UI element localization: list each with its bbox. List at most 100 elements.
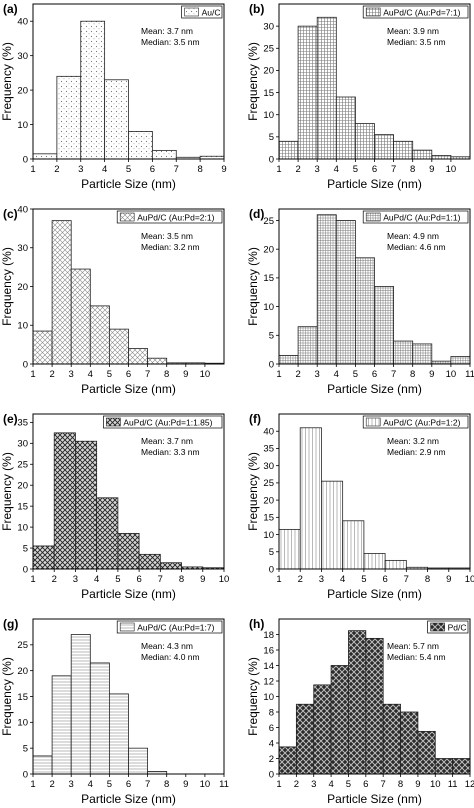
- histogram-bar: [32, 153, 58, 160]
- legend-swatch: [430, 622, 445, 632]
- x-axis-title: Particle Size (nm): [327, 382, 422, 396]
- x-tick-label: 6: [363, 779, 368, 790]
- mean-text: Mean: 4.3 nm: [141, 641, 193, 651]
- chart-panel: 1 2 3 4 5 6 7 8 9 10 11 0 5 10 15 20 25 Particle Size (nm…: [246, 207, 474, 396]
- panel-label: (d): [249, 207, 264, 221]
- x-tick-label: 7: [391, 164, 396, 175]
- x-tick-label: 5: [115, 574, 120, 585]
- histogram-bar: [393, 140, 414, 160]
- histogram-bar: [365, 637, 384, 775]
- y-tick-label: 0: [269, 769, 274, 780]
- x-tick-label: 11: [465, 369, 474, 380]
- legend: Au/C: [181, 5, 223, 19]
- y-tick-label: 15: [263, 88, 274, 99]
- x-tick-label: 9: [200, 574, 205, 585]
- y-tick-label: 10: [263, 692, 274, 703]
- median-text: Median: 3.5 nm: [141, 37, 200, 47]
- histogram-bar: [109, 328, 129, 365]
- y-tick-label: 15: [17, 692, 28, 703]
- x-tick-label: 2: [295, 369, 300, 380]
- x-tick-label: 10: [465, 574, 474, 585]
- y-tick-label: 20: [263, 244, 274, 255]
- panel-label: (a): [3, 2, 18, 16]
- mean-text: Mean: 3.7 nm: [141, 436, 193, 446]
- y-tick-label: 40: [17, 204, 28, 215]
- mean-text: Mean: 5.7 nm: [387, 641, 439, 651]
- y-tick-label: 5: [269, 331, 274, 342]
- legend-label: AuPd/C (Au:Pd=1:7): [137, 623, 214, 633]
- x-tick-label: 10: [200, 779, 211, 790]
- legend: AuPd/C (Au:Pd=1:1.85): [103, 415, 223, 429]
- panel-label: (b): [249, 2, 264, 16]
- legend-frame: [103, 415, 223, 429]
- x-tick-label: 5: [361, 574, 366, 585]
- y-tick-label: 0: [269, 154, 274, 165]
- median-text: Median: 4.0 nm: [141, 652, 200, 662]
- y-tick-label: 30: [17, 439, 28, 450]
- histogram-bar: [330, 665, 349, 775]
- y-tick-label: 40: [263, 427, 274, 438]
- histogram-bar: [382, 703, 401, 775]
- y-tick-label: 8: [269, 707, 274, 718]
- chart-panel: 1 2 3 4 5 6 7 8 9 10 0 10 20 30 40 Particle Size (nm) Fr…: [0, 204, 225, 396]
- x-tick-label: 3: [69, 779, 74, 790]
- x-tick-label: 10: [219, 574, 230, 585]
- median-text: Median: 4.6 nm: [387, 242, 446, 252]
- histogram-bar: [109, 693, 129, 775]
- y-tick-label: 5: [269, 132, 274, 143]
- x-tick-label: 3: [311, 779, 316, 790]
- y-tick-label: 20: [263, 495, 274, 506]
- x-tick-label: 9: [429, 369, 434, 380]
- chart-panel: 1 2 3 4 5 6 7 8 9 0 10 20 30 40 Particle Size (nm) Freq…: [0, 2, 227, 191]
- x-tick-label: 7: [404, 574, 409, 585]
- median-text: Median: 5.4 nm: [387, 652, 446, 662]
- x-tick-label: 7: [391, 369, 396, 380]
- x-tick-label: 6: [382, 574, 387, 585]
- panel-label: (e): [3, 412, 18, 426]
- plot-frame: [32, 413, 225, 570]
- y-tick-label: 10: [263, 110, 274, 121]
- legend: AuPd/C (Au:Pd=1:2): [362, 415, 469, 429]
- y-tick-label: 35: [263, 444, 274, 455]
- x-axis-title: Particle Size (nm): [81, 177, 176, 191]
- y-axis-title: Frequency (%): [0, 42, 14, 121]
- x-axis-title: Particle Size (nm): [81, 792, 176, 806]
- legend: Pd/C: [427, 620, 469, 634]
- x-tick-label: 4: [334, 369, 339, 380]
- y-tick-label: 0: [23, 564, 28, 575]
- legend-frame: [362, 210, 469, 224]
- y-tick-label: 5: [23, 743, 28, 754]
- x-tick-label: 10: [430, 779, 441, 790]
- histogram-bar: [138, 553, 161, 570]
- y-axis-title: Frequency (%): [246, 452, 260, 531]
- histogram-bar: [354, 257, 375, 365]
- x-tick-label: 8: [410, 164, 415, 175]
- legend-label: Pd/C: [448, 623, 467, 633]
- legend-swatch: [184, 7, 199, 17]
- legend-label: AuPd/C (Au:Pd=1:1.85): [123, 418, 212, 428]
- x-tick-label: 1: [276, 369, 281, 380]
- x-tick-label: 1: [276, 574, 281, 585]
- legend-label: Au/C: [202, 8, 221, 18]
- histogram-bar: [278, 140, 299, 160]
- legend: AuPd/C (Au:Pd=1:7): [116, 620, 223, 634]
- legend-frame: [362, 415, 469, 429]
- x-tick-label: 3: [315, 369, 320, 380]
- x-tick-label: 6: [372, 369, 377, 380]
- y-axis-title: Frequency (%): [246, 247, 260, 326]
- histogram-bar: [89, 305, 110, 365]
- y-tick-label: 10: [17, 718, 28, 729]
- y-tick-label: 30: [17, 51, 28, 62]
- y-tick-label: 25: [17, 460, 28, 471]
- x-tick-label: 2: [49, 779, 54, 790]
- histogram-bar: [335, 220, 356, 365]
- mean-text: Mean: 4.9 nm: [387, 231, 439, 241]
- histogram-bar: [434, 758, 454, 775]
- x-tick-label: 6: [136, 574, 141, 585]
- x-tick-label: 7: [145, 779, 150, 790]
- x-tick-label: 2: [298, 574, 303, 585]
- legend-swatch: [365, 7, 381, 17]
- histogram-bar: [147, 357, 168, 365]
- histogram-bar: [354, 123, 375, 160]
